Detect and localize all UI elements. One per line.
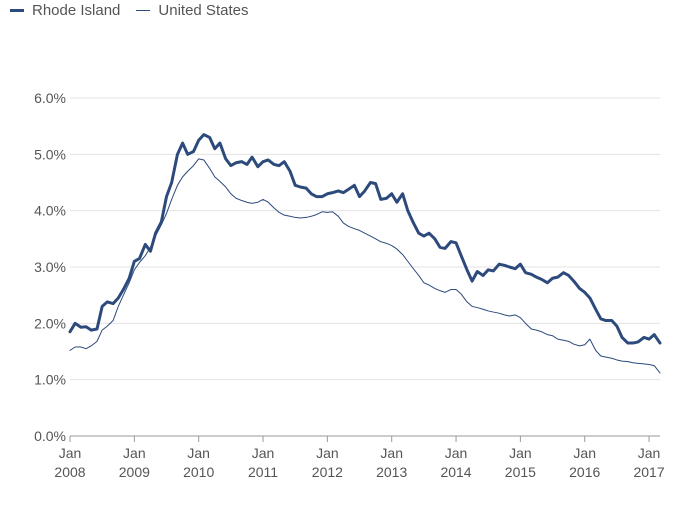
x-tick-label-year: 2016 (569, 464, 600, 480)
legend-swatch-rhode-island (10, 9, 24, 12)
y-tick-label: 6.0% (34, 90, 66, 106)
x-tick-label-month: Jan (380, 445, 403, 461)
x-tick-label-month: Jan (59, 445, 82, 461)
legend-label-rhode-island: Rhode Island (32, 2, 121, 19)
y-tick-label: 0.0% (34, 428, 66, 444)
y-tick-label: 3.0% (34, 259, 66, 275)
series-layer (68, 133, 662, 374)
legend-label-united-states: United States (158, 2, 249, 19)
series-line-united-states[interactable] (69, 158, 661, 374)
x-tick-label-month: Jan (187, 445, 210, 461)
x-tick-label-year: 2009 (119, 464, 150, 480)
y-tick-label: 2.0% (34, 315, 66, 331)
x-tick-label-year: 2012 (312, 464, 343, 480)
legend-item-united-states[interactable]: United States (136, 2, 248, 19)
x-tick-label-month: Jan (509, 445, 532, 461)
legend: Rhode Island United States (10, 2, 264, 19)
series-line-rhode-island[interactable] (68, 133, 662, 345)
x-tick-label-year: 2014 (440, 464, 471, 480)
y-tick-label: 5.0% (34, 146, 66, 162)
x-tick-label-month: Jan (445, 445, 468, 461)
x-tick-label-month: Jan (638, 445, 661, 461)
x-tick-label-year: 2015 (505, 464, 536, 480)
legend-item-rhode-island[interactable]: Rhode Island (10, 2, 120, 19)
x-tick-label-year: 2008 (54, 464, 85, 480)
x-tick-label-year: 2017 (633, 464, 664, 480)
grid-layer (70, 97, 660, 437)
x-tick-label-month: Jan (573, 445, 596, 461)
x-tick-label-year: 2011 (248, 464, 278, 480)
x-tick-label-year: 2013 (376, 464, 407, 480)
legend-swatch-united-states (136, 10, 151, 11)
y-tick-label: 4.0% (34, 203, 66, 219)
x-tick-label-month: Jan (252, 445, 275, 461)
axis-layer: 0.0% 1.0% 2.0% 3.0% 4.0% 5.0% 6.0% Jan 2008 Jan 20… (34, 90, 665, 480)
x-tick-label-month: Jan (316, 445, 339, 461)
y-tick-label: 1.0% (34, 372, 66, 388)
x-tick-label-month: Jan (123, 445, 146, 461)
x-tick-label-year: 2010 (183, 464, 214, 480)
